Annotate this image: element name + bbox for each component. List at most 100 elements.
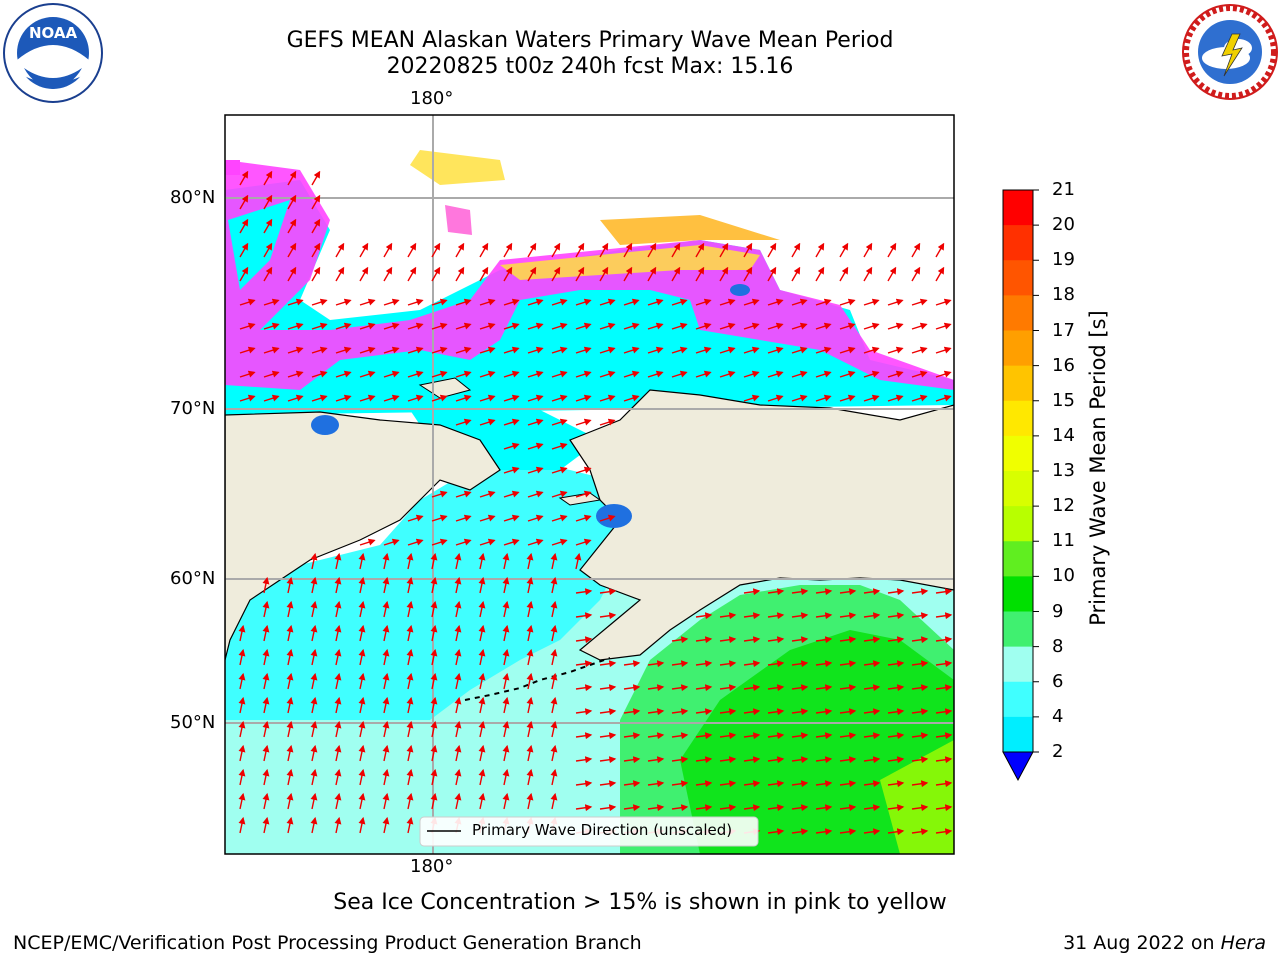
wave-direction-arrow [815,298,832,306]
wave-direction-arrow [599,418,616,426]
wave-direction-arrow [575,466,592,474]
colorbar-segment [1003,471,1033,507]
wave-direction-arrow [382,816,390,834]
wave-direction-arrow [551,394,568,402]
wave-direction-arrow [287,394,304,402]
wave-direction-arrow [863,684,881,692]
wave-direction-arrow [671,636,689,644]
wave-direction-arrow [406,624,414,642]
wave-direction-arrow [286,768,294,786]
wave-direction-arrow [238,720,246,738]
wave-direction-arrow [239,170,249,186]
wave-direction-arrow [575,636,593,644]
wave-direction-arrow [527,418,544,426]
wave-direction-arrow [935,660,953,668]
wave-direction-arrow [647,708,665,716]
wave-direction-arrow [263,346,280,354]
wave-direction-arrow [263,394,280,402]
wave-direction-arrow [310,696,318,714]
wave-direction-arrow [839,756,857,764]
wave-direction-arrow [743,394,760,402]
wave-direction-arrow [383,242,393,258]
wave-direction-arrow [527,346,544,354]
wave-direction-arrow [334,696,342,714]
wave-direction-arrow [431,346,448,354]
wave-direction-arrow [430,648,438,666]
wave-direction-arrow [767,370,784,378]
wave-direction-arrow [695,684,713,692]
wave-direction-arrow [503,418,520,426]
wave-direction-arrow [527,514,544,522]
wave-direction-arrow [502,768,510,786]
wave-direction-arrow [911,394,928,402]
wave-direction-arrow [431,394,448,402]
wave-direction-arrow [311,298,328,306]
wave-direction-arrow [455,266,465,282]
footer-credit: NCEP/EMC/Verification Post Processing Pr… [13,932,642,954]
wave-direction-arrow [238,624,246,642]
wave-direction-arrow [599,514,616,522]
wave-direction-arrow [239,322,256,330]
wave-direction-arrow [550,720,558,738]
wave-direction-arrow [526,624,534,642]
wave-direction-arrow [238,816,246,834]
wave-direction-arrow [310,816,318,834]
wave-direction-arrow [287,322,304,330]
footer-run-info: 31 Aug 2022 on Hera [1063,932,1266,954]
wave-direction-arrow [238,768,246,786]
wave-direction-arrow [935,828,953,836]
wave-direction-arrow [719,660,737,668]
wave-direction-arrow [382,696,390,714]
wave-direction-arrow [311,242,321,258]
wave-direction-arrow [479,242,489,258]
wave-direction-arrow [911,660,929,668]
wave-direction-arrow [671,780,689,788]
ice-caption: Sea Ice Concentration > 15% is shown in … [333,890,947,915]
wave-direction-arrow [815,660,833,668]
wave-direction-arrow [310,744,318,762]
wave-direction-arrow [791,266,801,282]
wave-direction-arrow [623,394,640,402]
wave-direction-arrow [310,768,318,786]
colorbar-tick-label: 15 [1052,389,1075,411]
colorbar-tick-label: 2 [1052,741,1064,762]
wave-direction-arrow [719,298,736,306]
wave-direction-arrow [791,636,809,644]
wave-direction-arrow [575,242,585,258]
noaa-logo: NOAA [2,2,104,104]
wave-direction-arrow [526,552,534,570]
wave-direction-arrow [478,576,486,594]
wave-direction-arrow [575,804,593,812]
wave-direction-arrow [599,732,617,740]
wave-direction-arrow [599,266,609,282]
wave-direction-arrow [575,708,593,716]
wave-direction-arrow [406,576,414,594]
wave-direction-arrow [839,780,857,788]
wave-direction-arrow [407,322,424,330]
wave-direction-arrow [719,322,736,330]
wave-direction-arrow [767,298,784,306]
wave-direction-arrow [911,612,929,620]
wave-direction-arrow [287,170,297,186]
wave-direction-arrow [839,612,857,620]
wave-direction-arrow [623,708,641,716]
wave-direction-arrow [431,266,441,282]
wave-direction-arrow [623,756,641,764]
wave-direction-arrow [575,588,593,596]
wave-direction-arrow [743,804,761,812]
wave-direction-arrow [911,346,928,354]
wave-direction-arrow [382,768,390,786]
wave-direction-arrow [431,490,448,498]
wave-direction-arrow [478,720,486,738]
wave-direction-arrow [358,768,366,786]
wave-direction-arrow [719,612,737,620]
wave-direction-arrow [287,218,297,234]
wave-direction-arrow [911,266,921,282]
wave-direction-arrow [383,266,393,282]
footer-host: Hera [1220,932,1266,954]
wave-direction-arrow [551,346,568,354]
wave-direction-arrow [479,370,496,378]
wave-direction-arrow [503,322,520,330]
wave-direction-arrow [671,346,688,354]
colorbar [1002,189,1039,782]
